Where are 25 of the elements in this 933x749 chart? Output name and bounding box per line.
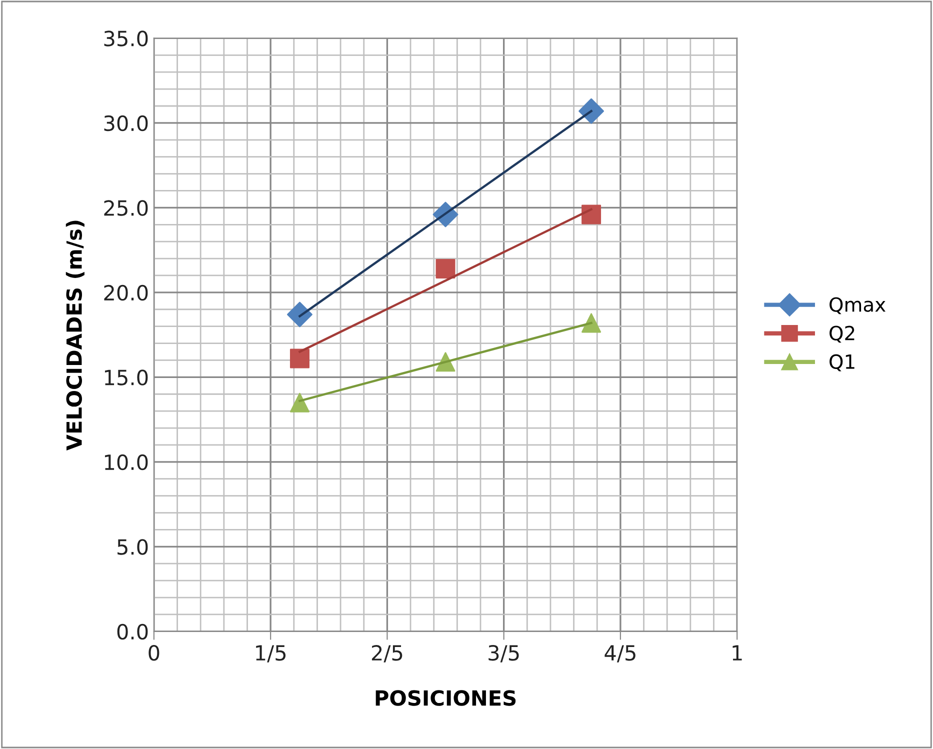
y-tick-label: 10.0 <box>104 454 148 470</box>
x-tick-label: 3/5 <box>488 644 519 662</box>
point <box>578 98 604 124</box>
legend-label: Q1 <box>830 354 854 372</box>
y-tick-label: 15.0 <box>104 370 148 386</box>
point <box>287 302 312 328</box>
y-tick-label: 30.0 <box>104 115 148 132</box>
x-tick-label: 2/5 <box>372 644 402 662</box>
legend-label: Qmax <box>830 297 886 314</box>
y-tick-label: 0.0 <box>117 624 148 640</box>
x-tick-label: 0 <box>148 644 160 661</box>
legend-label: Q2 <box>830 326 854 343</box>
y-tick-label: 25.0 <box>104 200 148 216</box>
x-tick-label: 1 <box>732 645 742 660</box>
point <box>290 392 310 412</box>
point <box>290 348 310 368</box>
y-tick-label: 20.0 <box>104 284 148 301</box>
x-tick-label: 4/5 <box>604 645 636 662</box>
point <box>582 204 602 224</box>
y-axis-title: VELOCIDADES (m/s) <box>66 220 84 450</box>
point <box>436 258 456 278</box>
x-axis-title: POSICIONES <box>376 690 516 706</box>
x-tick-label: 1/5 <box>256 645 286 662</box>
y-tick-label: 35.0 <box>104 30 148 46</box>
y-tick-label: 5.0 <box>118 539 148 555</box>
